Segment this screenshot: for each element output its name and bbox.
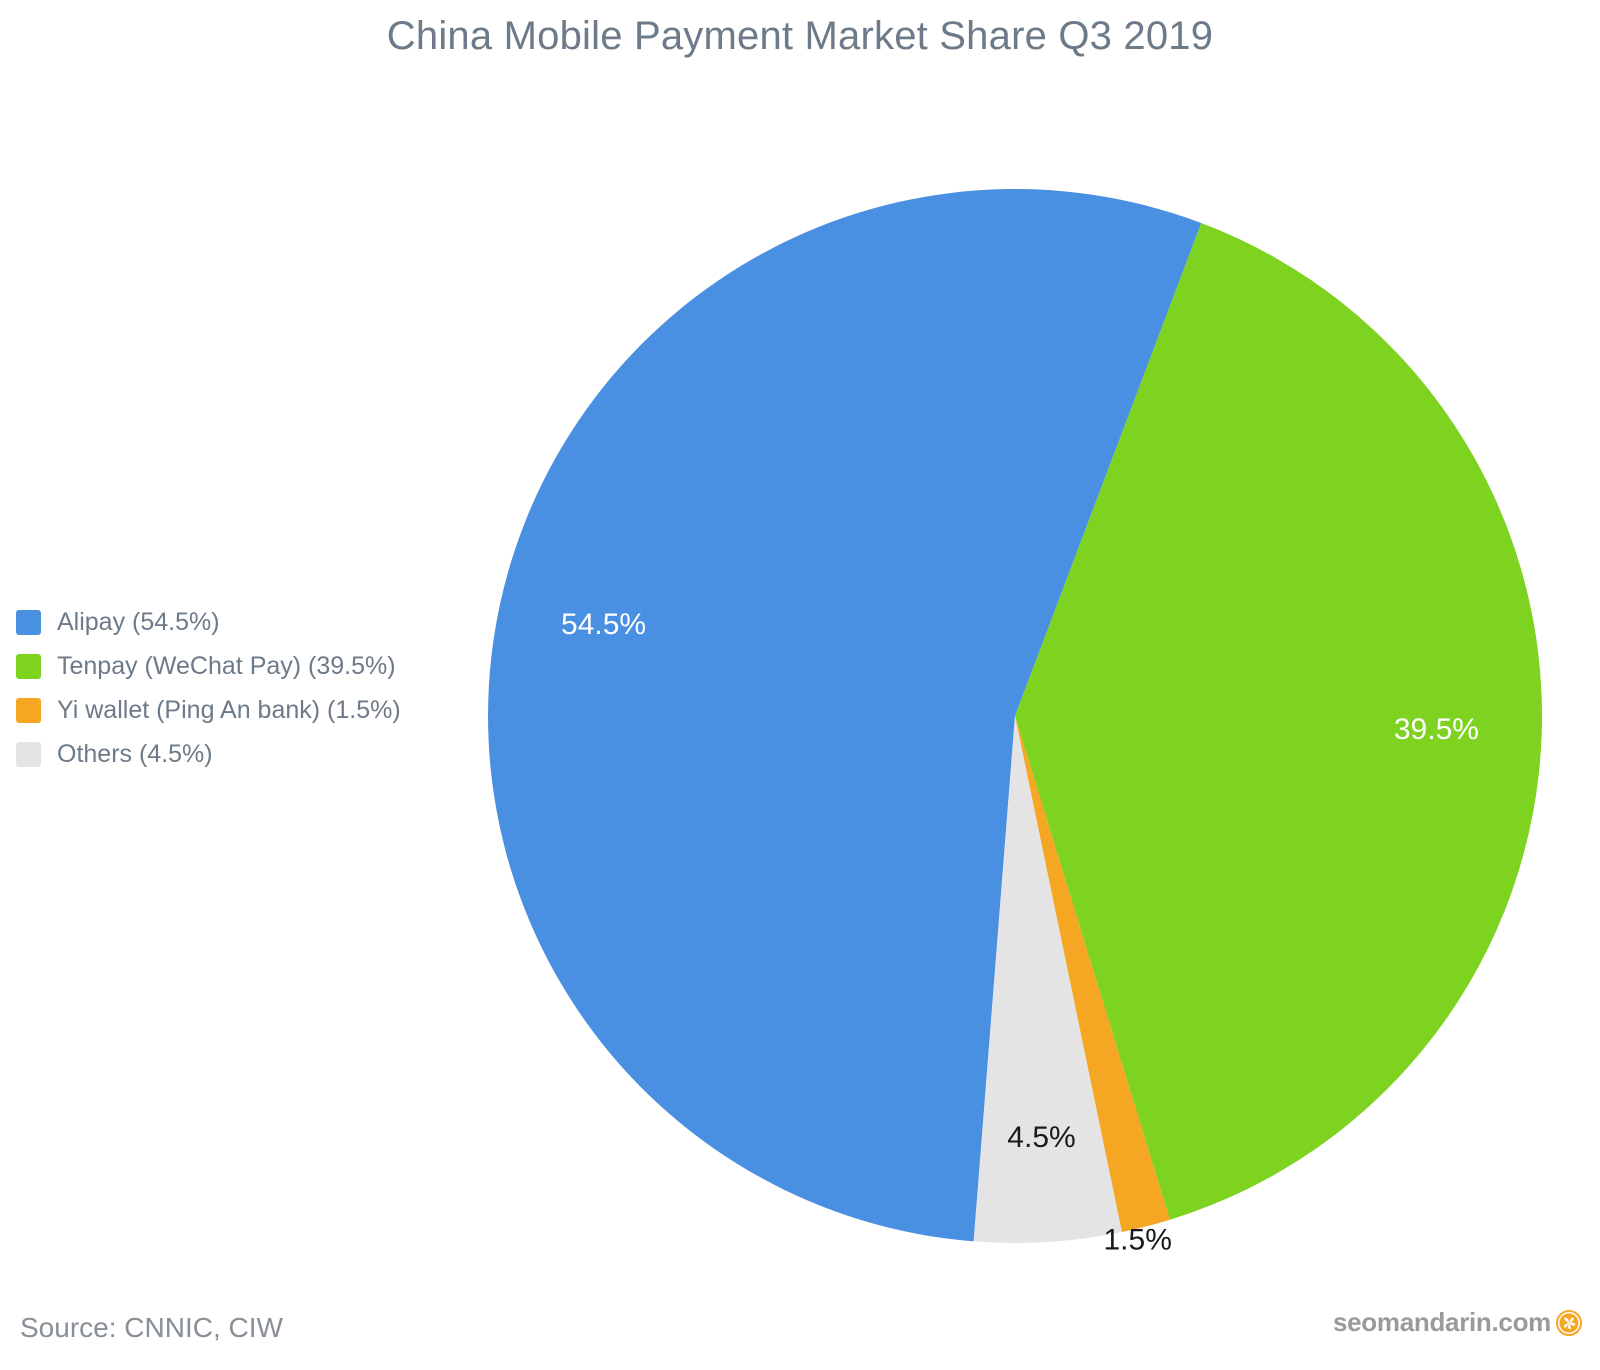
chart-legend: Alipay (54.5%) Tenpay (WeChat Pay) (39.5%…: [16, 600, 446, 776]
source-note: Source: CNNIC, CIW: [20, 1312, 283, 1343]
pie-slice[interactable]: [1015, 716, 1170, 1233]
legend-item[interactable]: Yi wallet (Ping An bank) (1.5%): [16, 688, 446, 732]
legend-item[interactable]: Tenpay (WeChat Pay) (39.5%): [16, 644, 446, 688]
pie-slice-label: 1.5%: [1104, 1223, 1172, 1256]
seomandarin-logo-icon: [1556, 1309, 1582, 1336]
legend-swatch: [16, 741, 41, 767]
legend-swatch: [16, 697, 41, 723]
pie-slice-label: 39.5%: [1394, 713, 1479, 746]
page-title: China Mobile Payment Market Share Q3 201…: [386, 14, 1214, 58]
pie-slice-label: 54.5%: [561, 608, 646, 641]
legend-item-label: Alipay (54.5%): [57, 607, 220, 636]
brand-name: seomandarin.com: [1332, 1307, 1551, 1337]
pie-slice-label: 4.5%: [1007, 1121, 1075, 1154]
legend-item-label: Others (4.5%): [57, 739, 213, 768]
brand-watermark: seomandarin.com: [1333, 1307, 1582, 1338]
legend-item-label: Yi wallet (Ping An bank) (1.5%): [57, 695, 401, 724]
legend-swatch: [16, 653, 41, 679]
legend-item[interactable]: Alipay (54.5%): [16, 600, 446, 644]
pie-slice[interactable]: [973, 716, 1122, 1244]
legend-item-label: Tenpay (WeChat Pay) (39.5%): [57, 651, 396, 680]
pie-slice[interactable]: [488, 189, 1202, 1242]
pie-slice[interactable]: [1015, 223, 1542, 1220]
legend-item[interactable]: Others (4.5%): [16, 732, 446, 776]
legend-swatch: [16, 609, 41, 635]
